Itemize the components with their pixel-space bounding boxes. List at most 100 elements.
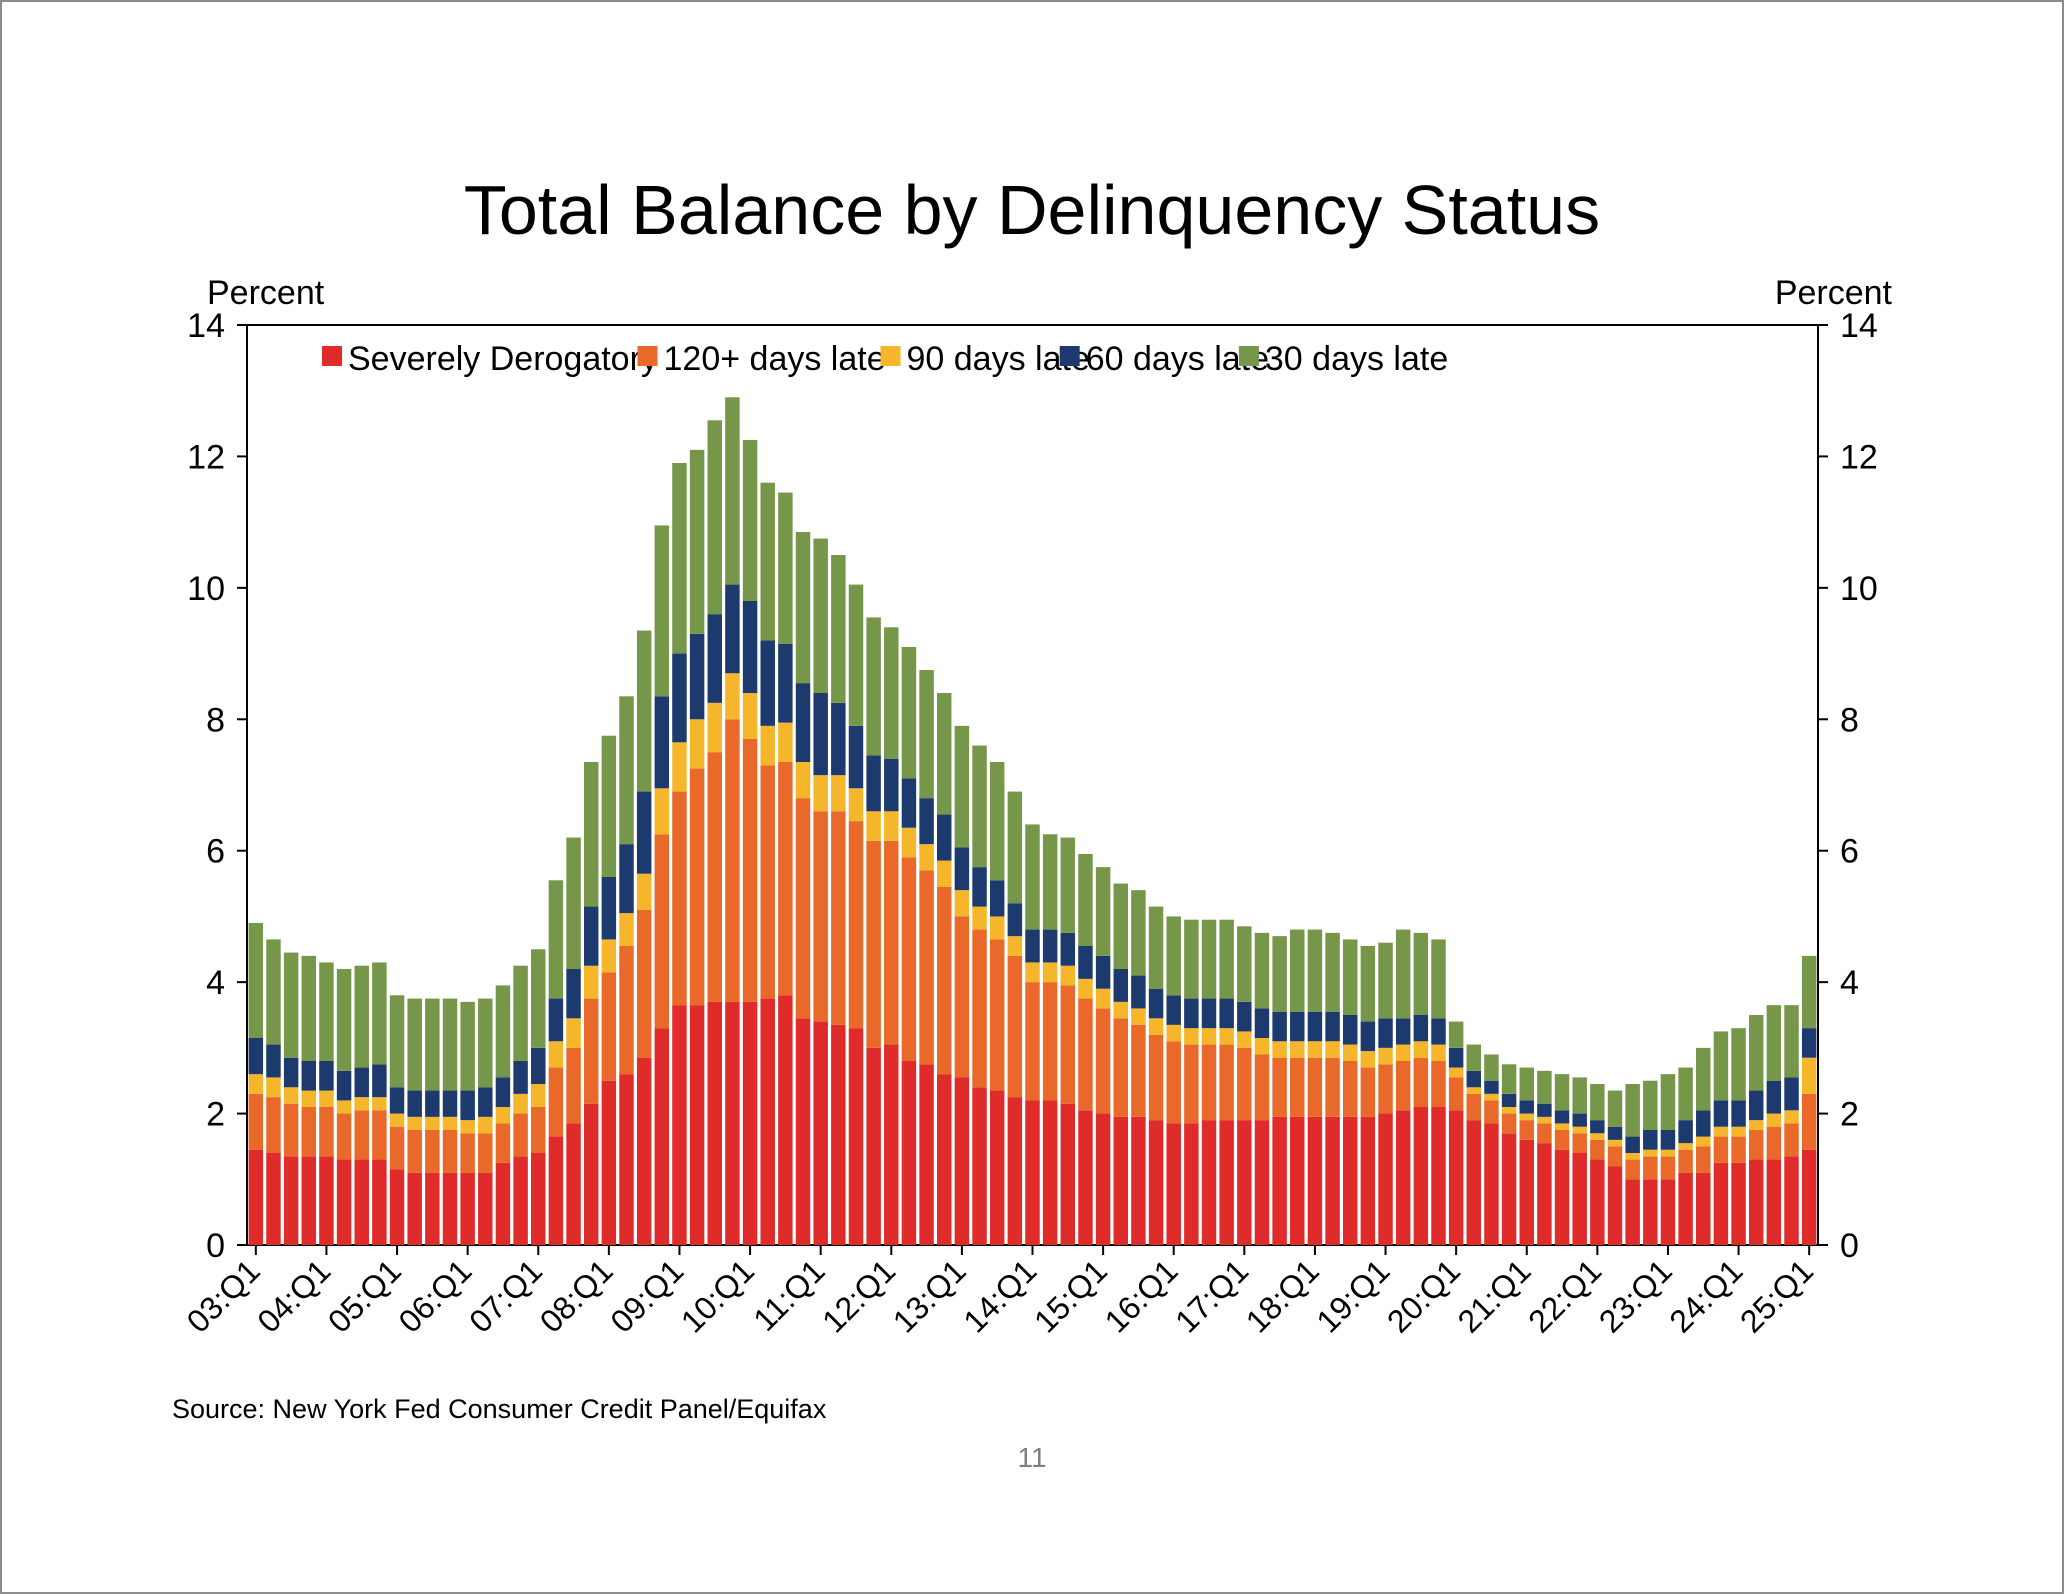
bar-segment-90-days-late [1237,1031,1252,1048]
bar-segment-90-days-late [831,775,846,812]
bar-segment-90-days-late [1713,1126,1729,1137]
bar-segment-30-days-late [672,463,687,654]
bar-segment-30-days-late [1660,1074,1676,1130]
bar-segment-60-days-late [742,601,758,693]
x-tick-label: 25:Q1 [1733,1252,1820,1339]
bar-segment-severely-derogatory [1431,1107,1446,1245]
bar-segment-90-days-late [1784,1110,1799,1124]
bar-segment-severely-derogatory [1413,1107,1429,1245]
bar-segment-120-days-late [442,1130,458,1173]
bar-segment-severely-derogatory [283,1156,299,1245]
bar-segment-severely-derogatory [1113,1116,1128,1245]
bar-segment-60-days-late [1342,1015,1358,1045]
bar-segment-30-days-late [1148,906,1164,989]
bar-segment-120-days-late [1095,1008,1111,1114]
bar-segment-30-days-late [1678,1067,1693,1121]
bar-segment-30-days-late [1060,837,1076,933]
x-tick-label: 05:Q1 [321,1252,408,1339]
bar-segment-severely-derogatory [1501,1133,1517,1245]
bar-segment-60-days-late [972,867,987,907]
bar-segment-60-days-late [689,633,705,720]
legend-label: 90 days late [907,340,1090,378]
bar-segment-90-days-late [1466,1087,1482,1094]
bar-segment-severely-derogatory [636,1057,652,1245]
bar-segment-90-days-late [1448,1067,1464,1078]
bar-segment-120-days-late [1660,1156,1676,1180]
bar-segment-30-days-late [778,492,793,644]
bar-segment-severely-derogatory [1025,1100,1040,1245]
bar-segment-90-days-late [619,913,634,946]
bar-segment-30-days-late [460,1001,475,1091]
bar-segment-severely-derogatory [742,1001,758,1245]
bar-segment-severely-derogatory [548,1136,564,1245]
bar-segment-severely-derogatory [672,1005,687,1245]
bar-segment-30-days-late [601,735,617,877]
bar-segment-120-days-late [636,909,652,1058]
bar-segment-120-days-late [1431,1061,1446,1107]
bar-segment-60-days-late [1184,998,1199,1029]
bar-segment-60-days-late [548,998,564,1042]
bar-segment-30-days-late [1766,1005,1782,1081]
bar-segment-60-days-late [1484,1080,1499,1094]
bar-segment-120-days-late [1184,1044,1199,1124]
bar-segment-60-days-late [1748,1090,1764,1121]
bar-segment-120-days-late [778,762,793,996]
bar-segment-60-days-late [1254,1008,1270,1038]
bar-segment-90-days-late [548,1041,564,1068]
bar-segment-severely-derogatory [319,1156,334,1245]
bar-segment-90-days-late [1007,936,1023,956]
bar-segment-60-days-late [1395,1018,1411,1045]
bar-segment-severely-derogatory [354,1159,369,1245]
bar-segment-60-days-late [442,1090,458,1117]
bar-segment-120-days-late [478,1133,493,1173]
bar-segment-severely-derogatory [425,1172,440,1245]
bar-segment-30-days-late [1007,791,1023,904]
x-tick-label: 20:Q1 [1380,1252,1467,1339]
y-tick-label-left: 4 [206,964,225,1002]
bar-segment-30-days-late [1748,1015,1764,1091]
bar-segment-90-days-late [1590,1133,1605,1140]
bar-segment-30-days-late [884,627,899,759]
bar-segment-severely-derogatory [1042,1100,1058,1245]
bar-segment-60-days-late [1201,998,1217,1029]
bar-segment-120-days-late [583,998,599,1104]
bar-segment-90-days-late [1166,1024,1181,1042]
y-axis-unit-right: Percent [1774,274,1892,312]
bar-segment-30-days-late [1078,854,1093,946]
bar-segment-90-days-late [1290,1041,1305,1058]
bar-segment-60-days-late [1625,1136,1640,1153]
x-tick-label: 23:Q1 [1592,1252,1679,1339]
page-number: 11 [1017,1442,1047,1473]
bar-segment-90-days-late [319,1090,334,1107]
bar-segment-120-days-late [725,719,740,1002]
bar-segment-90-days-late [301,1090,317,1107]
bar-segment-30-days-late [513,965,528,1061]
bar-segment-severely-derogatory [495,1162,511,1245]
bar-segment-30-days-late [937,693,952,815]
bar-segment-90-days-late [725,673,740,720]
bar-segment-90-days-late [672,742,687,792]
legend-swatch [1238,346,1259,366]
bar-segment-120-days-late [672,791,687,1006]
bar-segment-30-days-late [989,762,1005,881]
bar-segment-60-days-late [1448,1047,1464,1068]
bar-segment-severely-derogatory [566,1123,581,1245]
bar-segment-60-days-late [989,880,1005,917]
bar-segment-120-days-late [407,1130,422,1173]
bar-segment-severely-derogatory [266,1153,281,1245]
bar-segment-120-days-late [919,870,934,1065]
bar-segment-120-days-late [1766,1126,1782,1160]
y-tick-label-right: 2 [1840,1096,1859,1134]
bar-segment-90-days-late [425,1116,440,1130]
bar-segment-60-days-late [513,1061,528,1094]
bar-segment-90-days-late [1148,1018,1164,1035]
bar-segment-90-days-late [266,1077,281,1098]
bar-segment-120-days-late [654,834,670,1029]
bar-segment-90-days-late [1272,1041,1287,1058]
bar-segment-60-days-late [1766,1080,1782,1114]
bar-segment-60-days-late [1554,1110,1570,1124]
bar-segment-120-days-late [389,1126,405,1170]
bar-segment-120-days-late [1007,955,1023,1098]
bar-segment-60-days-late [760,640,775,726]
bar-segment-30-days-late [1448,1021,1464,1048]
